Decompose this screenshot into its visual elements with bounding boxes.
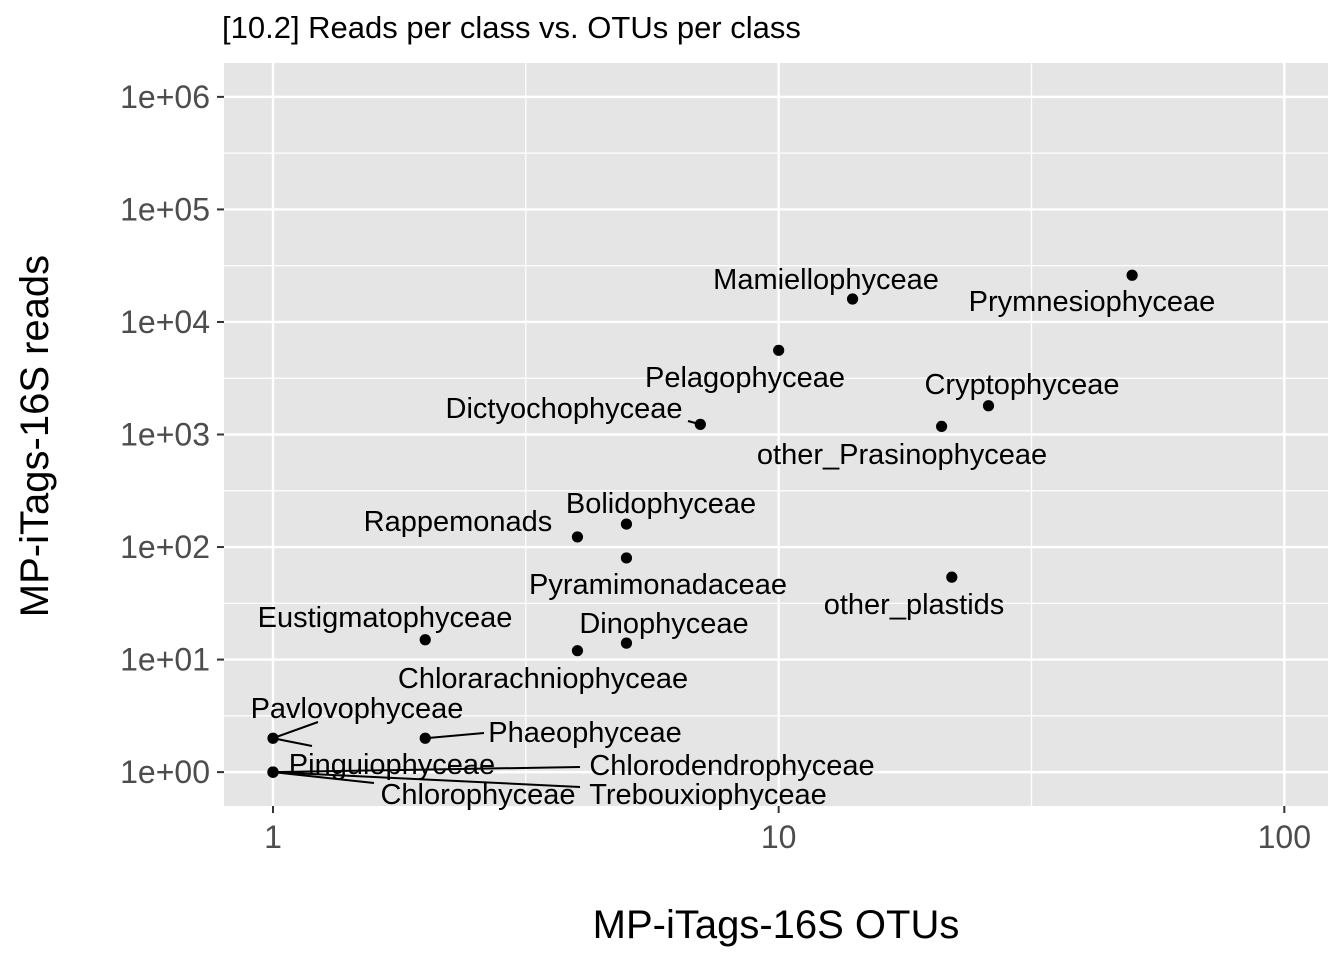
label-leader-line <box>272 721 319 740</box>
y-axis: 1e+00 1e+01 1e+02 1e+03 1e+04 1e+05 1e+06 <box>120 79 224 790</box>
data-point-label: other_plastids <box>824 589 1005 621</box>
data-point-label: Pavlovophyceae <box>251 693 464 725</box>
data-point <box>982 400 995 412</box>
data-point <box>571 531 584 543</box>
y-tick-label: 1e+03 <box>120 417 210 453</box>
data-point <box>694 418 706 430</box>
label-leader-lines <box>272 420 701 788</box>
data-point <box>946 571 958 583</box>
data-point-label: Chlorodendrophyceae <box>589 750 874 782</box>
data-point-label: Chlorarachniophyceae <box>398 663 688 695</box>
y-axis-title: MP-iTags-16S reads <box>13 255 57 617</box>
data-point-label: Cryptophyceae <box>924 369 1119 401</box>
data-point-label: Pinguiophyceae <box>289 749 495 781</box>
x-tick-label: 10 <box>761 819 797 855</box>
data-point-label: Prymnesiophyceae <box>969 286 1216 318</box>
data-point-label: Rappemonads <box>364 506 553 538</box>
data-point <box>419 634 431 646</box>
label-leader-line <box>272 771 581 788</box>
data-point-label: Phaeophyceae <box>488 717 682 749</box>
grid-major <box>224 63 1328 806</box>
data-point <box>620 518 633 530</box>
x-axis-title: MP-iTags-16S OTUs <box>593 903 960 947</box>
y-tick-label: 1e+04 <box>120 304 210 340</box>
data-point <box>267 766 279 778</box>
label-leader-line <box>272 737 313 747</box>
data-point-label: other_Prasinophyceae <box>757 439 1047 471</box>
data-point-label: Eustigmatophyceae <box>258 602 513 634</box>
data-point-label: Pyramimonadaceae <box>529 569 787 601</box>
data-point <box>620 552 633 564</box>
chart-title: [10.2] Reads per class vs. OTUs per clas… <box>222 10 801 45</box>
data-points <box>267 269 1138 778</box>
x-tick-label: 1 <box>264 819 282 855</box>
data-point <box>846 293 859 305</box>
y-tick-label: 1e+05 <box>120 191 210 227</box>
data-point <box>1126 269 1138 281</box>
data-point <box>773 344 785 356</box>
data-point <box>571 645 584 657</box>
data-point-label: Chlorophyceae <box>380 779 575 811</box>
y-tick-label: 1e+01 <box>120 642 210 678</box>
data-labels: Prymnesiophyceae Mamiellophyceae Pelagophy… <box>251 264 1216 811</box>
y-tick-label: 1e+02 <box>120 529 210 565</box>
data-point-label: Bolidophyceae <box>566 488 756 520</box>
data-point <box>620 637 633 649</box>
label-leader-line <box>425 732 485 740</box>
data-point-label: Trebouxiophyceae <box>589 779 827 811</box>
data-point-label: Pelagophyceae <box>645 362 845 394</box>
data-point-label: Dinophyceae <box>579 608 748 640</box>
data-point-label: Dictyochophyceae <box>446 393 683 425</box>
data-point <box>419 732 431 744</box>
data-point-label: Mamiellophyceae <box>713 264 939 296</box>
y-tick-label: 1e+00 <box>120 754 210 790</box>
label-leader-line <box>272 766 581 774</box>
y-tick-label: 1e+06 <box>120 79 210 115</box>
data-point <box>267 732 279 744</box>
x-tick-label: 100 <box>1258 819 1311 855</box>
x-axis: 1 10 100 <box>264 806 1311 855</box>
data-point <box>936 420 948 433</box>
